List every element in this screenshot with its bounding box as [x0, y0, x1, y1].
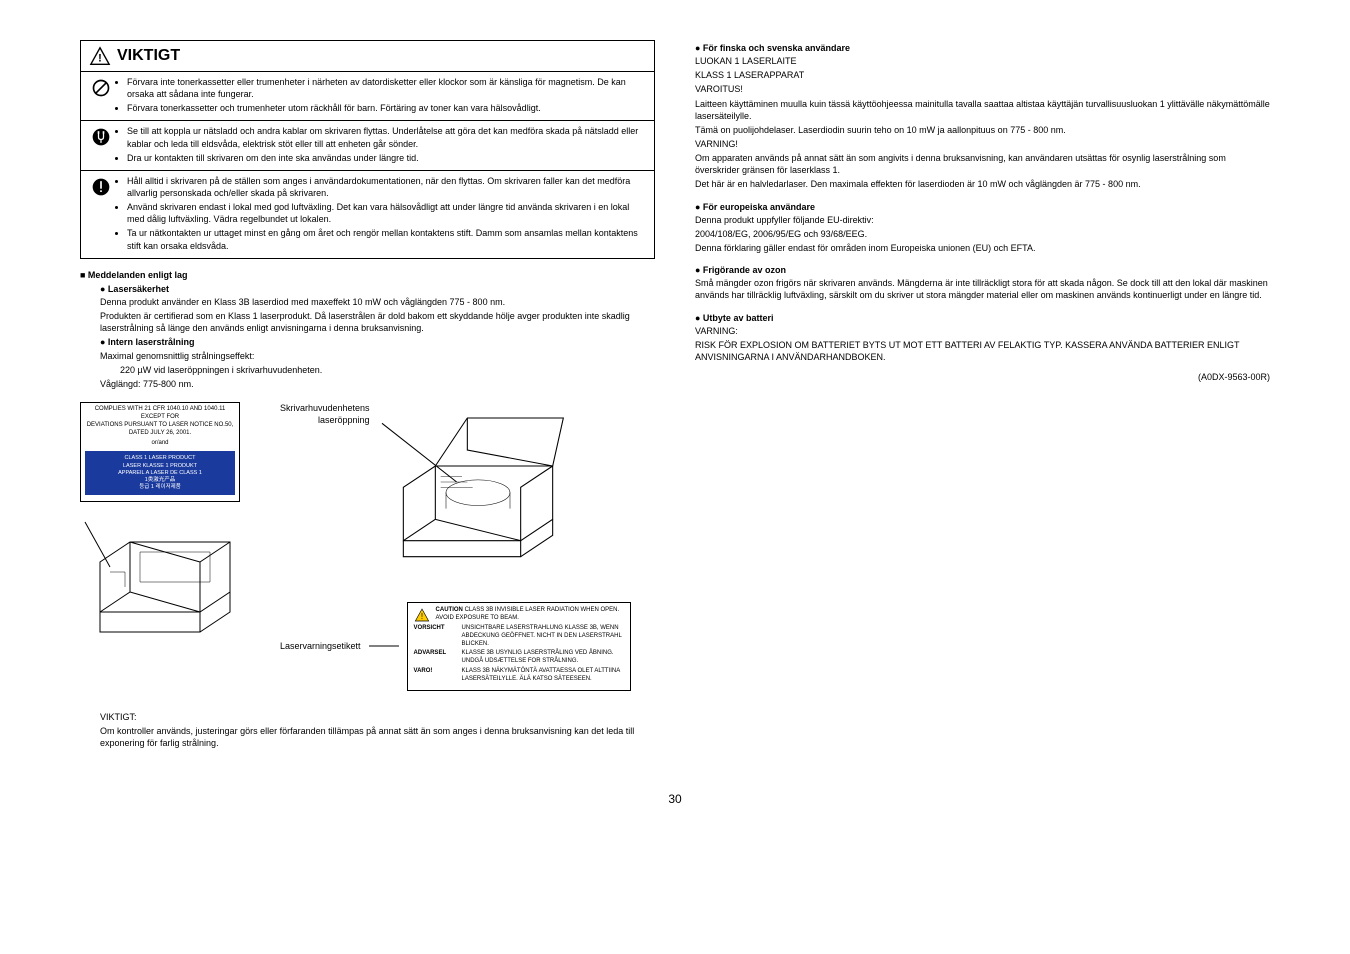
compliance-label: COMPLIES WITH 21 CFR 1040.10 AND 1040.11… [80, 402, 240, 502]
intern-p1: Maximal genomsnittlig strålningseffekt: [100, 350, 655, 362]
compliance-line2: DEVIATIONS PURSUANT TO LASER NOTICE NO.5… [85, 421, 235, 437]
warning-triangle-small-icon: ! [414, 607, 430, 623]
oz-l1: Små mängder ozon frigörs när skrivaren a… [695, 277, 1270, 301]
bottom-note-body: Om kontroller används, justeringar görs … [100, 725, 655, 749]
bottom-note-head: VIKTIGT: [100, 711, 655, 723]
laser-p1: Denna produkt använder en Klass 3B laser… [100, 296, 655, 308]
viktigt-item: Förvara inte tonerkassetter eller trumen… [127, 76, 646, 100]
batt-l2: RISK FÖR EXPLOSION OM BATTERIET BYTS UT … [695, 339, 1270, 363]
eu-l3: Denna förklaring gäller endast för områd… [695, 242, 1270, 254]
lw-varo-b: VARO! [414, 668, 456, 684]
oz-head: ● Frigörande av ozon [695, 264, 1270, 276]
laser-warning-label: ! CAUTION CLASS 3B INVISIBLE LASER RADIA… [407, 602, 631, 691]
aperture-callout: Skrivarhuvudenhetens laseröppning [280, 402, 370, 426]
eu-l2: 2004/108/EG, 2006/95/EG och 93/68/EEG. [695, 228, 1270, 240]
printer-open-icon [378, 402, 578, 562]
viktigt-item: Se till att koppla ur nätsladd och andra… [127, 125, 646, 149]
fi-l7: Om apparaten används på annat sätt än so… [695, 152, 1270, 176]
aperture-callout-l1: Skrivarhuvudenhetens [280, 403, 370, 413]
aperture-callout-l2: laseröppning [318, 415, 370, 425]
compliance-or-and: or/and [85, 439, 235, 447]
viktigt-item: Ta ur nätkontakten ur uttaget minst en g… [127, 227, 646, 251]
svg-text:!: ! [420, 612, 422, 621]
compliance-inner: CLASS 1 LASER PRODUCT LASER KLASSE 1 PRO… [85, 451, 235, 495]
figure-row: COMPLIES WITH 21 CFR 1040.10 AND 1040.11… [80, 402, 655, 691]
intern-subhead: ● Intern laserstrålning [100, 336, 655, 348]
intern-p2: 220 µW vid laseröppningen i skrivarhuvud… [120, 364, 655, 376]
batt-head: ● Utbyte av batteri [695, 312, 1270, 324]
compliance-inner-line: LASER KLASSE 1 PRODUKT [87, 463, 233, 470]
lw-advarsel-b: ADVARSEL [414, 650, 456, 666]
viktigt-item: Håll alltid i skrivaren på de ställen so… [127, 175, 646, 199]
viktigt-title: VIKTIGT [117, 45, 180, 67]
fi-l4: Laitteen käyttäminen muulla kuin tässä k… [695, 98, 1270, 122]
compliance-inner-line: 등급 1 레이저제품 [87, 484, 233, 491]
lw-caution-t: CLASS 3B INVISIBLE LASER RADIATION WHEN … [436, 607, 620, 621]
intern-p3: Våglängd: 775-800 nm. [100, 378, 655, 390]
compliance-inner-line: CLASS 1 LASER PRODUCT [87, 455, 233, 462]
eu-head: ● För europeiska användare [695, 201, 1270, 213]
fi-l2: KLASS 1 LASERAPPARAT [695, 69, 1270, 81]
label-callout: Laservarningsetikett [280, 640, 361, 652]
viktigt-item: Förvara tonerkassetter och trumenheter u… [127, 102, 646, 114]
caution-circle-icon [91, 177, 111, 197]
warning-triangle-icon: ! [89, 45, 111, 67]
fi-l1: LUOKAN 1 LASERLAITE [695, 55, 1270, 67]
viktigt-row-2: Håll alltid i skrivaren på de ställen so… [81, 171, 654, 258]
doc-code: (A0DX-9563-00R) [695, 371, 1270, 383]
page-number: 30 [80, 791, 1270, 807]
compliance-inner-line: 1类激光产品 [87, 477, 233, 484]
callout-line-icon [369, 641, 399, 651]
viktigt-row-0: Förvara inte tonerkassetter eller trumen… [81, 72, 654, 121]
laser-p2: Produkten är certifierad som en Klass 1 … [100, 310, 655, 334]
legal-heading: ■ Meddelanden enligt lag [80, 269, 655, 281]
lw-vorsicht-b: VORSICHT [414, 625, 456, 648]
laser-subhead: ● Lasersäkerhet [100, 283, 655, 295]
viktigt-box: ! VIKTIGT Förvara inte tonerkassetter el… [80, 40, 655, 259]
unplug-icon [91, 127, 111, 147]
prohibit-icon [91, 78, 111, 98]
printer-closed-icon [80, 502, 260, 652]
fi-l3: VAROITUS! [695, 83, 1270, 95]
lw-caution-b: CAUTION [436, 607, 463, 613]
lw-advarsel-t: KLASSE 3B USYNLIG LASERSTRÅLING VED ÅBNI… [462, 650, 624, 666]
batt-l1: VARNING: [695, 325, 1270, 337]
eu-l1: Denna produkt uppfyller följande EU-dire… [695, 214, 1270, 226]
lw-vorsicht-t: UNSICHTBARE LASERSTRAHLUNG KLASSE 3B, WE… [462, 625, 624, 648]
viktigt-item: Använd skrivaren endast i lokal med god … [127, 201, 646, 225]
viktigt-item: Dra ur kontakten till skrivaren om den i… [127, 152, 646, 164]
compliance-inner-line: APPAREIL A LASER DE CLASS 1 [87, 470, 233, 477]
fi-l6: VARNING! [695, 138, 1270, 150]
svg-text:!: ! [98, 53, 102, 65]
lw-varo-t: KLASS 3B NÄKYMÄTÖNTÄ AVATTAESSA OLET ALT… [462, 668, 624, 684]
fi-head: ● För finska och svenska användare [695, 42, 1270, 54]
viktigt-row-1: Se till att koppla ur nätsladd och andra… [81, 121, 654, 170]
fi-l5: Tämä on puolijohdelaser. Laserdiodin suu… [695, 124, 1270, 136]
compliance-line1: COMPLIES WITH 21 CFR 1040.10 AND 1040.11… [85, 405, 235, 421]
fi-l8: Det här är en halvledarlaser. Den maxima… [695, 178, 1270, 190]
viktigt-title-row: ! VIKTIGT [81, 41, 654, 72]
